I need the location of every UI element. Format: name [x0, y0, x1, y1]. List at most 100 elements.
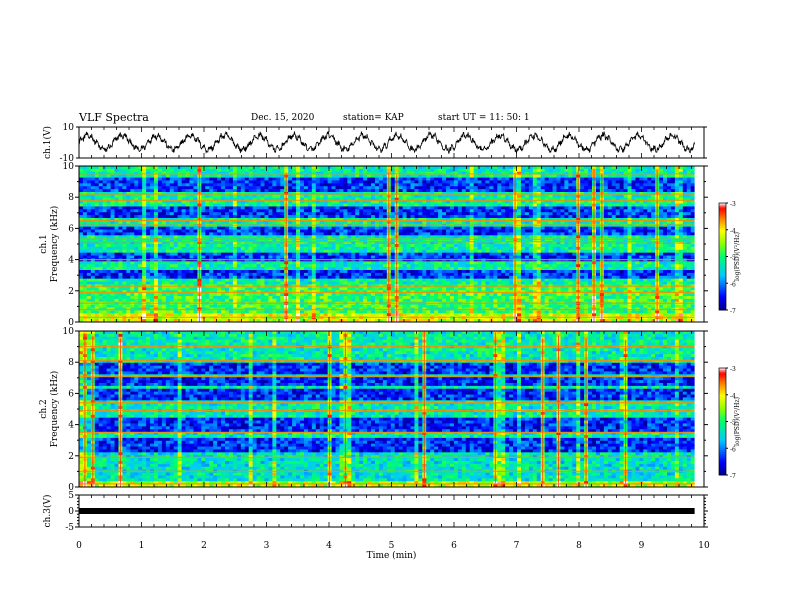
spectrogram-cell: [343, 177, 348, 181]
spectrogram-cell: [347, 166, 352, 170]
spectrogram-cell: [142, 180, 147, 184]
spectrogram-cell: [674, 218, 680, 222]
spectrogram-cell: [126, 180, 131, 184]
spectrogram-cell: [501, 186, 506, 190]
spectrogram-cell: [193, 232, 198, 236]
spectrogram-cell: [670, 166, 676, 170]
spectrogram-cell: [643, 232, 648, 236]
spectrogram-cell: [228, 186, 234, 190]
spectrogram-cell: [584, 244, 589, 248]
spectrogram-cell: [402, 200, 407, 204]
spectrogram-cell: [106, 218, 111, 222]
spectrogram-cell: [442, 249, 447, 254]
spectrogram-cell: [690, 180, 696, 184]
spectrogram-cell: [150, 246, 155, 251]
spectrogram-cell: [150, 235, 155, 239]
spectrogram-cell: [540, 186, 546, 190]
spectrogram-cell: [252, 183, 257, 187]
spectrogram-cell: [355, 183, 360, 187]
spectrogram-cell: [489, 246, 494, 251]
spectrogram-cell: [221, 249, 226, 254]
spectrogram-cell: [465, 183, 471, 187]
spectrogram-cell: [382, 209, 388, 213]
spectrogram-cell: [98, 246, 104, 251]
spectrogram-cell: [126, 209, 131, 213]
spectrogram-cell: [588, 226, 593, 230]
spectrogram-cell: [382, 246, 388, 251]
spectrogram-cell: [410, 244, 415, 248]
spectrogram-cell: [98, 203, 104, 207]
spectrogram-cell: [264, 200, 269, 204]
spectrogram-cell: [347, 194, 352, 199]
spectrogram-cell: [185, 244, 190, 248]
spectrogram-cell: [639, 186, 644, 190]
spectrogram-cell: [505, 229, 510, 233]
spectrogram-cell: [548, 249, 553, 254]
spectrogram-cell: [603, 197, 609, 202]
spectrogram-cell: [631, 174, 636, 178]
spectrogram-cell: [477, 212, 482, 216]
spectrogram-cell: [177, 174, 183, 178]
spectrogram-cell: [611, 183, 617, 187]
spectrogram-cell: [264, 249, 269, 254]
spectrogram-cell: [580, 229, 585, 233]
spectrogram-cell: [607, 241, 613, 245]
spectrogram-cell: [106, 177, 111, 181]
spectrogram-cell: [635, 177, 640, 181]
spectrogram-cell: [157, 186, 163, 190]
spectrogram-cell: [371, 168, 376, 173]
spectrogram-cell: [394, 168, 400, 173]
spectrogram-cell: [647, 189, 652, 193]
spectrogram-cell: [556, 197, 561, 202]
spectrogram-cell: [595, 252, 601, 256]
spectrogram-cell: [165, 177, 171, 181]
spectrogram-cell: [536, 244, 542, 248]
spectrogram-cell: [213, 168, 218, 173]
spectrogram-cell: [564, 220, 569, 225]
spectrogram-cell: [363, 197, 368, 202]
spectrogram-cell: [453, 229, 459, 233]
spectrogram-cell: [520, 189, 526, 193]
spectrogram-cell: [153, 249, 159, 254]
spectrogram-cell: [520, 174, 526, 178]
spectrogram-cell: [225, 183, 230, 187]
spectrogram-cell: [501, 168, 506, 173]
spectrogram-cell: [153, 200, 159, 204]
spectrogram-cell: [544, 220, 550, 225]
spectrogram-cell: [90, 206, 96, 210]
spectrogram-cell: [82, 209, 88, 213]
spectrogram-cell: [552, 197, 557, 202]
figure-title: VLF Spectra: [79, 111, 149, 124]
spectrogram-cell: [94, 241, 100, 245]
spectrogram-cell: [264, 215, 269, 219]
spectrogram-cell: [438, 206, 443, 210]
spectrogram-cell: [481, 189, 486, 193]
spectrogram-cell: [686, 215, 692, 219]
spectrogram-cell: [639, 209, 644, 213]
spectrogram-cell: [584, 203, 589, 207]
spectrogram-cell: [477, 209, 482, 213]
spectrogram-cell: [674, 194, 680, 199]
spectrogram-cell: [643, 166, 648, 170]
spectrogram-cell: [217, 203, 222, 207]
spectrogram-cell: [643, 249, 648, 254]
spectrogram-cell: [678, 203, 684, 207]
spectrogram-cell: [540, 177, 546, 181]
spectrogram-cell: [552, 212, 557, 216]
spectrogram-cell: [686, 168, 692, 173]
spectrogram-cell: [544, 232, 550, 236]
spectrogram-cell: [690, 203, 696, 207]
spectrogram-cell: [359, 197, 364, 202]
spectrogram-cell: [489, 206, 494, 210]
spectrogram-cell: [631, 212, 636, 216]
spectrogram-cell: [501, 252, 506, 256]
spectrogram-cell: [110, 189, 115, 193]
spectrogram-cell: [670, 174, 676, 178]
spectrogram-cell: [607, 200, 613, 204]
spectrogram-cell: [509, 203, 514, 207]
spectrogram-cell: [288, 166, 293, 170]
spectrogram-cell: [580, 186, 585, 190]
spectrogram-cell: [631, 197, 636, 202]
spectrogram-cell: [615, 241, 621, 245]
spectrogram-cell: [524, 249, 530, 254]
